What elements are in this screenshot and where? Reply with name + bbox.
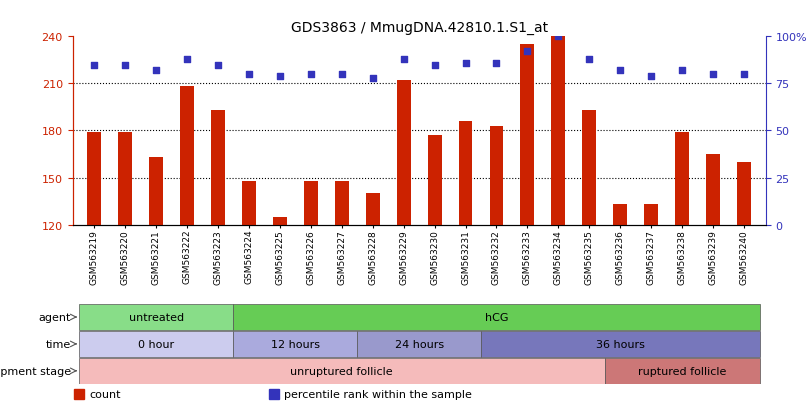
Bar xyxy=(489,126,504,225)
Text: agent: agent xyxy=(39,312,71,322)
Bar xyxy=(79,331,234,357)
Text: percentile rank within the sample: percentile rank within the sample xyxy=(284,389,472,399)
Point xyxy=(88,62,101,69)
Bar xyxy=(334,181,349,225)
Point xyxy=(675,68,688,74)
Bar xyxy=(675,133,689,225)
Bar xyxy=(273,217,287,225)
Text: 12 hours: 12 hours xyxy=(271,339,320,349)
Bar xyxy=(234,331,357,357)
Bar xyxy=(211,111,225,225)
Bar xyxy=(604,358,759,384)
Bar xyxy=(551,37,565,225)
Point xyxy=(305,71,318,78)
Bar xyxy=(706,154,720,225)
Bar xyxy=(149,158,163,225)
Text: count: count xyxy=(90,389,122,399)
Point xyxy=(335,71,348,78)
Point xyxy=(366,75,379,82)
Text: 24 hours: 24 hours xyxy=(395,339,443,349)
Bar xyxy=(428,136,442,225)
Point xyxy=(459,60,472,67)
Bar xyxy=(366,194,380,225)
Point xyxy=(211,62,224,69)
Point xyxy=(118,62,131,69)
Bar xyxy=(180,87,194,225)
Bar xyxy=(644,205,659,225)
Title: GDS3863 / MmugDNA.42810.1.S1_at: GDS3863 / MmugDNA.42810.1.S1_at xyxy=(290,21,548,35)
Text: development stage: development stage xyxy=(0,366,71,376)
Point xyxy=(645,74,658,80)
Text: 36 hours: 36 hours xyxy=(596,339,645,349)
Point xyxy=(397,57,410,63)
Bar xyxy=(357,331,481,357)
Bar xyxy=(79,358,604,384)
Bar xyxy=(613,205,627,225)
Point xyxy=(273,74,286,80)
Bar xyxy=(583,111,596,225)
Text: unruptured follicle: unruptured follicle xyxy=(290,366,393,376)
Point xyxy=(521,49,534,55)
Bar xyxy=(242,181,256,225)
Bar xyxy=(118,133,132,225)
Text: time: time xyxy=(46,339,71,349)
Text: untreated: untreated xyxy=(128,312,184,322)
Point xyxy=(181,57,193,63)
Bar xyxy=(459,122,472,225)
Bar xyxy=(87,133,102,225)
Bar xyxy=(304,181,318,225)
Point xyxy=(583,57,596,63)
Text: hCG: hCG xyxy=(484,312,509,322)
Bar xyxy=(397,81,410,225)
Point xyxy=(150,68,163,74)
Bar xyxy=(481,331,759,357)
Bar xyxy=(234,304,759,330)
Point xyxy=(428,62,441,69)
Text: ruptured follicle: ruptured follicle xyxy=(638,366,726,376)
Point xyxy=(737,71,750,78)
Point xyxy=(490,60,503,67)
Point xyxy=(552,34,565,40)
Point xyxy=(614,68,627,74)
Text: 0 hour: 0 hour xyxy=(138,339,174,349)
Bar xyxy=(79,304,234,330)
Point xyxy=(707,71,720,78)
Point xyxy=(243,71,256,78)
Bar xyxy=(737,162,751,225)
Bar xyxy=(521,45,534,225)
